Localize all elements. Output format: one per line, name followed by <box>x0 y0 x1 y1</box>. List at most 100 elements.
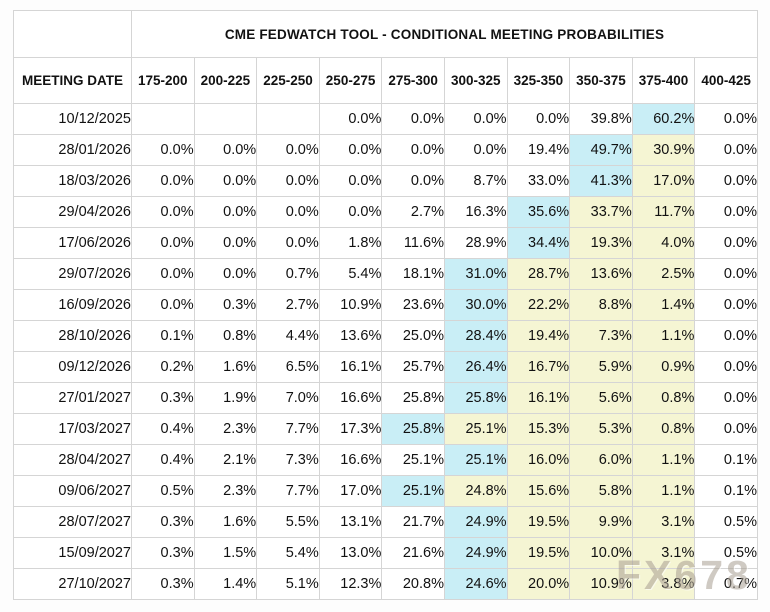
probability-cell: 1.1% <box>631 444 696 476</box>
probability-cell: 0.0% <box>193 165 258 197</box>
table-row: 27/01/2027 0.3% 1.9% 7.0% 16.6% 25.8% 25.8% 16.… <box>13 382 758 414</box>
rate-column-header: 400-425 <box>694 57 758 104</box>
probability-cell: 3.1% <box>631 537 696 569</box>
meeting-date-cell: 27/01/2027 <box>13 382 132 414</box>
probability-cell: 0.0% <box>131 227 195 259</box>
rate-column-header: 325-350 <box>506 57 571 104</box>
rate-column-header: 300-325 <box>443 57 508 104</box>
probability-cell: 21.7% <box>381 506 445 538</box>
meeting-date-cell: 18/03/2026 <box>13 165 132 197</box>
meeting-date-cell: 15/09/2027 <box>13 537 132 569</box>
table-row: 28/07/2027 0.3% 1.6% 5.5% 13.1% 21.7% 24.9% 19.… <box>13 506 758 538</box>
table-row: 09/12/2026 0.2% 1.6% 6.5% 16.1% 25.7% 26.4% 16.… <box>13 351 758 383</box>
probability-cell: 0.0% <box>694 320 758 352</box>
probability-cell <box>193 103 258 135</box>
probability-cell: 0.0% <box>381 165 445 197</box>
probability-cell: 33.7% <box>569 196 633 228</box>
probability-cell: 5.5% <box>256 506 320 538</box>
probability-cell: 0.5% <box>694 506 758 538</box>
probability-cell: 22.2% <box>506 289 571 321</box>
table-row: 09/06/2027 0.5% 2.3% 7.7% 17.0% 25.1% 24.8% 15.… <box>13 475 758 507</box>
probability-cell: 0.0% <box>381 134 445 166</box>
table-title: CME FEDWATCH TOOL - CONDITIONAL MEETING … <box>131 10 758 58</box>
probability-cell: 6.0% <box>569 444 633 476</box>
probability-cell: 13.1% <box>318 506 383 538</box>
probability-cell: 0.3% <box>131 506 195 538</box>
probability-cell: 0.9% <box>631 351 696 383</box>
probability-cell: 0.0% <box>318 196 383 228</box>
probability-cell: 2.7% <box>381 196 445 228</box>
probability-cell: 0.8% <box>631 413 696 445</box>
probability-cell: 13.6% <box>318 320 383 352</box>
title-row: CME FEDWATCH TOOL - CONDITIONAL MEETING … <box>13 10 758 58</box>
probability-cell: 0.0% <box>694 351 758 383</box>
rate-column-header: 350-375 <box>569 57 633 104</box>
probability-cell: 0.0% <box>131 165 195 197</box>
probability-cell: 0.0% <box>694 103 758 135</box>
conditional-probabilities-table: CME FEDWATCH TOOL - CONDITIONAL MEETING … <box>13 10 758 600</box>
probability-cell: 16.1% <box>506 382 571 414</box>
probability-cell: 25.1% <box>443 413 508 445</box>
probability-cell: 6.5% <box>256 351 320 383</box>
probability-cell: 35.6% <box>506 196 571 228</box>
probability-cell: 0.5% <box>131 475 195 507</box>
probability-cell <box>131 103 195 135</box>
probability-cell: 1.5% <box>193 537 258 569</box>
probability-cell: 7.7% <box>256 413 320 445</box>
probability-cell: 0.1% <box>131 320 195 352</box>
probability-cell: 31.0% <box>443 258 508 290</box>
probability-cell: 19.5% <box>506 537 571 569</box>
probability-cell: 15.3% <box>506 413 571 445</box>
probability-cell: 0.0% <box>318 103 383 135</box>
meeting-date-header: MEETING DATE <box>13 57 132 104</box>
probability-cell: 19.5% <box>506 506 571 538</box>
rate-column-header: 225-250 <box>256 57 320 104</box>
header-row: MEETING DATE 175-200 200-225 225-250 250-27… <box>13 57 758 104</box>
rate-column-header: 200-225 <box>193 57 258 104</box>
probability-cell: 1.4% <box>193 568 258 600</box>
probability-cell: 33.0% <box>506 165 571 197</box>
probability-cell: 1.1% <box>631 475 696 507</box>
meeting-date-cell: 10/12/2025 <box>13 103 132 135</box>
table-row: 10/12/2025 0.0% 0.0% 0.0% 0.0% 39.8% 60.2% 0.0% <box>13 103 758 135</box>
probability-cell: 17.0% <box>631 165 696 197</box>
probability-cell: 25.1% <box>381 475 445 507</box>
probability-cell: 25.0% <box>381 320 445 352</box>
probability-cell: 15.6% <box>506 475 571 507</box>
probability-cell: 1.1% <box>631 320 696 352</box>
probability-cell: 5.6% <box>569 382 633 414</box>
probability-cell: 18.1% <box>381 258 445 290</box>
probability-cell: 0.7% <box>694 568 758 600</box>
probability-cell: 19.4% <box>506 320 571 352</box>
probability-cell: 16.7% <box>506 351 571 383</box>
probability-cell: 4.0% <box>631 227 696 259</box>
probability-cell: 39.8% <box>569 103 633 135</box>
meeting-date-cell: 09/12/2026 <box>13 351 132 383</box>
meeting-date-cell: 28/07/2027 <box>13 506 132 538</box>
probability-cell: 2.1% <box>193 444 258 476</box>
table-row: 15/09/2027 0.3% 1.5% 5.4% 13.0% 21.6% 24.9% 19.… <box>13 537 758 569</box>
probability-cell: 2.7% <box>256 289 320 321</box>
probability-cell: 0.8% <box>631 382 696 414</box>
probability-cell: 2.3% <box>193 413 258 445</box>
probability-cell: 25.8% <box>443 382 508 414</box>
probability-cell: 0.0% <box>694 196 758 228</box>
probability-cell: 0.0% <box>193 258 258 290</box>
probability-cell: 0.4% <box>131 413 195 445</box>
probability-cell: 30.9% <box>631 134 696 166</box>
probability-cell: 0.0% <box>694 134 758 166</box>
probability-cell: 5.4% <box>318 258 383 290</box>
probability-cell: 5.4% <box>256 537 320 569</box>
probability-cell: 7.3% <box>569 320 633 352</box>
probability-cell: 41.3% <box>569 165 633 197</box>
probability-cell: 4.4% <box>256 320 320 352</box>
probability-cell: 19.4% <box>506 134 571 166</box>
probability-cell: 28.9% <box>443 227 508 259</box>
probability-cell: 0.0% <box>694 165 758 197</box>
probability-cell: 0.0% <box>381 103 445 135</box>
rate-column-header: 250-275 <box>318 57 383 104</box>
probability-cell: 25.1% <box>443 444 508 476</box>
meeting-date-cell: 29/04/2026 <box>13 196 132 228</box>
probability-cell: 1.8% <box>318 227 383 259</box>
probability-cell: 0.2% <box>131 351 195 383</box>
